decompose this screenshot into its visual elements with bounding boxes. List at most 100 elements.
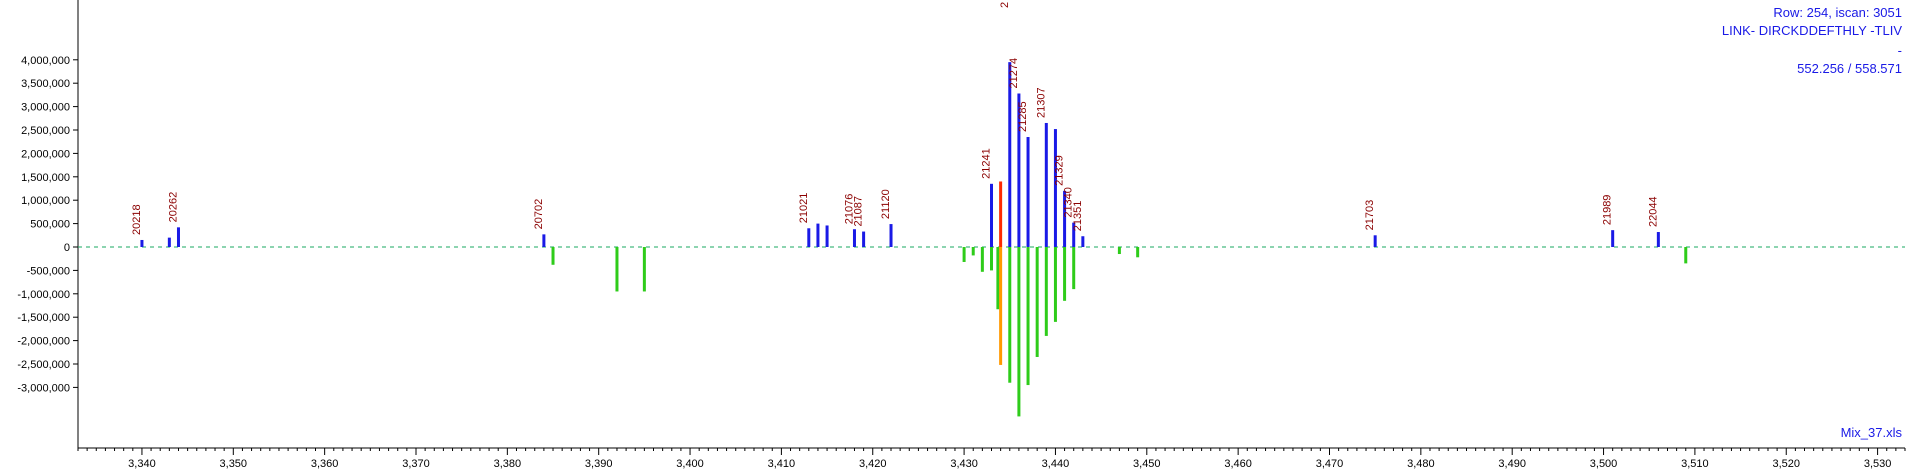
light-peak-bar <box>1063 247 1067 301</box>
peak-label: 21307 <box>1035 87 1047 118</box>
heavy-peak-bar <box>862 231 866 247</box>
y-tick-label: 0 <box>64 242 70 254</box>
y-tick-label: -1,000,000 <box>17 289 70 301</box>
heavy-peak-bar <box>1081 236 1085 247</box>
heavy-peak-bar <box>1611 230 1615 247</box>
light-peak-bar <box>1072 247 1076 290</box>
peak-label: 21021 <box>798 193 810 224</box>
heavy-peak-bar <box>852 229 856 247</box>
light-peak-bar <box>1008 247 1012 383</box>
light-peak-bar <box>1684 247 1688 264</box>
heavy-peak-bar <box>1053 129 1057 247</box>
light-peak-bar <box>1117 247 1121 255</box>
x-tick-label: 3,450 <box>1133 458 1161 470</box>
x-tick-label: 3,470 <box>1316 458 1344 470</box>
y-tick-label: 500,000 <box>30 219 70 231</box>
x-tick-label: 3,370 <box>402 458 430 470</box>
mz-text: 552.256 / 558.571 <box>1797 61 1902 76</box>
light-peak-bar <box>996 247 1000 310</box>
light-peak-bar <box>1136 247 1140 258</box>
light-peak-bar <box>1044 247 1048 336</box>
peak-label: 22044 <box>1647 196 1659 227</box>
heavy-peak-bar <box>1017 93 1021 247</box>
x-tick-label: 3,400 <box>676 458 704 470</box>
heavy-peak-bar <box>1026 137 1030 247</box>
y-axis: 4,000,000 3,500,000 3,000,000 2,500,000 2,00… <box>17 0 79 448</box>
heavy-peak-bar <box>167 237 171 247</box>
light-peak-bar <box>1035 247 1039 357</box>
light-peak-bar <box>551 247 555 265</box>
dash-text: - <box>1897 43 1902 58</box>
y-tick-label: -3,000,000 <box>17 382 70 394</box>
peak-label: 21340 <box>1063 187 1075 218</box>
x-tick-label: 3,360 <box>311 458 339 470</box>
y-tick-label: 2,000,000 <box>21 148 70 160</box>
peak-label: 21703 <box>1364 200 1376 231</box>
heavy-peak-bar <box>807 228 811 247</box>
heavy-peak-bar <box>542 234 546 247</box>
heavy-peak-bar <box>1072 222 1076 247</box>
heavy-peak-bar <box>816 223 820 247</box>
peak-label: 20262 <box>167 192 179 223</box>
x-tick-label: 3,350 <box>220 458 248 470</box>
light-peak-bar <box>990 247 993 271</box>
heavy-peak-bar <box>1008 62 1012 247</box>
peak-label: 21329 <box>1054 155 1066 186</box>
light-peak-bar <box>999 247 1003 365</box>
light-peak-bar <box>962 247 966 262</box>
x-tick-label: 3,530 <box>1864 458 1892 470</box>
peak-label: 20218 <box>131 204 143 235</box>
heavy-peak-bar <box>1044 122 1048 247</box>
y-tick-label: -2,500,000 <box>17 359 70 371</box>
peak-label: 21241 <box>981 148 993 179</box>
y-tick-label: 3,000,000 <box>21 102 70 114</box>
x-axis: 3,340 3,350 3,360 3,370 3,380 3,390 3,400 3,410… <box>77 447 1906 470</box>
light-peak-bar <box>1026 247 1030 386</box>
x-tick-label: 3,520 <box>1772 458 1800 470</box>
peak-label: 20702 <box>533 199 545 230</box>
x-tick-label: 3,410 <box>768 458 796 470</box>
x-tick-label: 3,380 <box>494 458 522 470</box>
light-peak-bar <box>642 247 646 292</box>
x-tick-label: 3,480 <box>1407 458 1435 470</box>
x-tick-label: 3,430 <box>950 458 978 470</box>
y-tick-label: 1,500,000 <box>21 172 70 184</box>
peak-label-top: 2 <box>999 2 1011 8</box>
heavy-peak-bar <box>1656 232 1660 247</box>
row-iscan-text: Row: 254, iscan: 3051 <box>1773 5 1902 20</box>
x-tick-label: 3,460 <box>1224 458 1252 470</box>
x-tick-label: 3,390 <box>585 458 613 470</box>
heavy-peak-bar <box>176 227 180 247</box>
y-tick-label: 1,000,000 <box>21 195 70 207</box>
heavy-peak-bar <box>999 181 1003 247</box>
light-peak-bar <box>615 247 619 292</box>
peak-label: 21285 <box>1017 101 1029 132</box>
y-tick-label: -2,000,000 <box>17 336 70 348</box>
y-tick-label: 2,500,000 <box>21 125 70 137</box>
peptide-text: LINK- DIRCKDDEFTHLY -TLIV <box>1721 23 1902 38</box>
file-name-text: Mix_37.xls <box>1840 425 1902 440</box>
light-peak-bar <box>971 247 975 256</box>
y-tick-label: -500,000 <box>27 265 70 277</box>
light-peak-bar <box>1053 247 1057 322</box>
peak-label: 21120 <box>880 189 892 219</box>
heavy-peak-bar <box>1063 190 1067 247</box>
heavy-peak-bar <box>140 239 144 247</box>
x-tick-label: 3,340 <box>128 458 156 470</box>
peak-label: 21351 <box>1072 201 1084 232</box>
light-peak-bar <box>1017 247 1021 417</box>
x-tick-label: 3,500 <box>1590 458 1618 470</box>
x-tick-label: 3,510 <box>1681 458 1709 470</box>
light-peak-bar <box>980 247 984 272</box>
x-tick-label: 3,440 <box>1042 458 1070 470</box>
peak-bars <box>140 62 1688 417</box>
peak-label: 21087 <box>853 196 865 227</box>
y-tick-label: 4,000,000 <box>21 55 70 67</box>
x-tick-label: 3,490 <box>1498 458 1526 470</box>
peak-label: 21989 <box>1602 195 1614 226</box>
y-tick-label: -1,500,000 <box>17 312 70 324</box>
heavy-peak-bar <box>825 225 829 247</box>
y-tick-label: 3,500,000 <box>21 78 70 90</box>
